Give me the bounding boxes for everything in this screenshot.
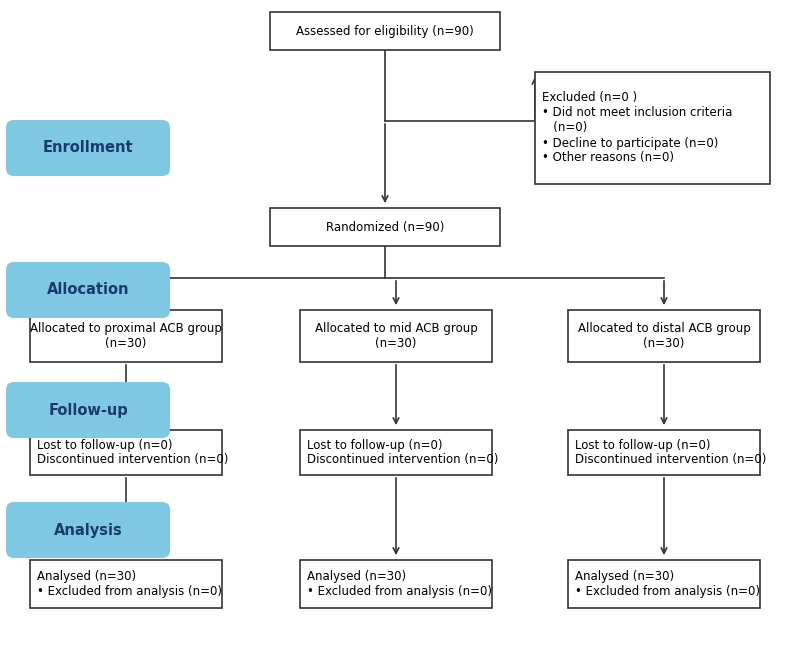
Text: Follow-up: Follow-up xyxy=(48,403,128,417)
FancyBboxPatch shape xyxy=(30,430,222,475)
Text: Enrollment: Enrollment xyxy=(43,141,133,155)
FancyBboxPatch shape xyxy=(568,560,760,608)
FancyBboxPatch shape xyxy=(6,120,170,176)
Text: Allocation: Allocation xyxy=(47,283,129,297)
FancyBboxPatch shape xyxy=(270,12,500,50)
Text: Allocated to proximal ACB group
(n=30): Allocated to proximal ACB group (n=30) xyxy=(30,322,222,350)
Text: Lost to follow-up (n=0)
Discontinued intervention (n=0): Lost to follow-up (n=0) Discontinued int… xyxy=(37,438,228,466)
Text: Analysed (n=30)
• Excluded from analysis (n=0): Analysed (n=30) • Excluded from analysis… xyxy=(37,570,222,598)
FancyBboxPatch shape xyxy=(30,560,222,608)
FancyBboxPatch shape xyxy=(6,502,170,558)
Text: Assessed for eligibility (n=90): Assessed for eligibility (n=90) xyxy=(296,25,474,38)
FancyBboxPatch shape xyxy=(300,310,492,362)
FancyBboxPatch shape xyxy=(6,262,170,318)
FancyBboxPatch shape xyxy=(535,72,770,184)
FancyBboxPatch shape xyxy=(568,310,760,362)
Text: Lost to follow-up (n=0)
Discontinued intervention (n=0): Lost to follow-up (n=0) Discontinued int… xyxy=(307,438,498,466)
FancyBboxPatch shape xyxy=(568,430,760,475)
FancyBboxPatch shape xyxy=(30,310,222,362)
Text: Excluded (n=0 )
• Did not meet inclusion criteria
   (n=0)
• Decline to particip: Excluded (n=0 ) • Did not meet inclusion… xyxy=(542,92,733,165)
Text: Randomized (n=90): Randomized (n=90) xyxy=(326,220,444,234)
Text: Allocated to distal ACB group
(n=30): Allocated to distal ACB group (n=30) xyxy=(577,322,750,350)
Text: Analysed (n=30)
• Excluded from analysis (n=0): Analysed (n=30) • Excluded from analysis… xyxy=(307,570,492,598)
Text: Analysed (n=30)
• Excluded from analysis (n=0): Analysed (n=30) • Excluded from analysis… xyxy=(575,570,760,598)
FancyBboxPatch shape xyxy=(300,430,492,475)
FancyBboxPatch shape xyxy=(270,208,500,246)
Text: Lost to follow-up (n=0)
Discontinued intervention (n=0): Lost to follow-up (n=0) Discontinued int… xyxy=(575,438,767,466)
FancyBboxPatch shape xyxy=(6,382,170,438)
Text: Allocated to mid ACB group
(n=30): Allocated to mid ACB group (n=30) xyxy=(314,322,478,350)
Text: Analysis: Analysis xyxy=(54,523,123,537)
FancyBboxPatch shape xyxy=(300,560,492,608)
